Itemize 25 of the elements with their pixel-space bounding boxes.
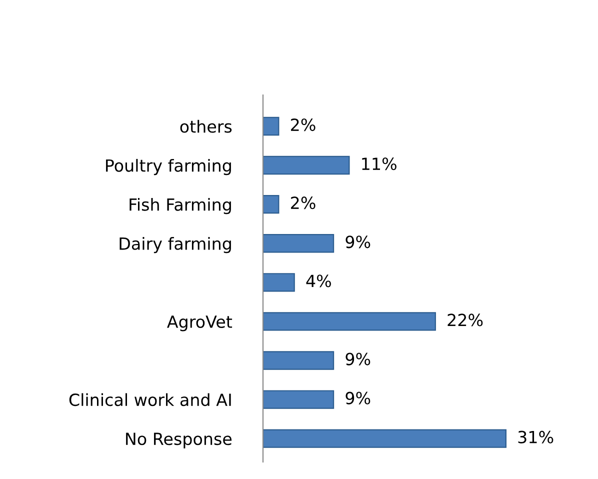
data-label: 11% (362, 158, 396, 170)
bar (263, 351, 334, 370)
y-tick-label: Dairy farming (120, 237, 231, 254)
bar (263, 234, 334, 253)
bar (263, 429, 506, 448)
data-label: 2% (291, 196, 316, 210)
y-tick-label: Fish Farming (130, 198, 231, 214)
y-tick-label: others (180, 120, 232, 133)
data-label: 22% (448, 314, 483, 326)
y-tick-label: Clinical work and AI (69, 393, 231, 406)
bar (263, 194, 280, 214)
data-label: 2% (291, 118, 316, 132)
bar (263, 390, 334, 409)
y-tick-label: AgroVet (167, 316, 232, 332)
y-tick-label: No Response (126, 432, 232, 448)
data-label: 9% (346, 392, 370, 404)
bar (263, 116, 280, 136)
data-label: 9% (346, 236, 370, 248)
data-label: 4% (306, 274, 331, 288)
bar (263, 273, 295, 292)
y-tick-label: Poultry farming (106, 158, 231, 176)
data-label: 9% (346, 352, 370, 366)
bar (263, 312, 436, 331)
bar (263, 156, 350, 175)
data-label: 31% (518, 430, 554, 444)
